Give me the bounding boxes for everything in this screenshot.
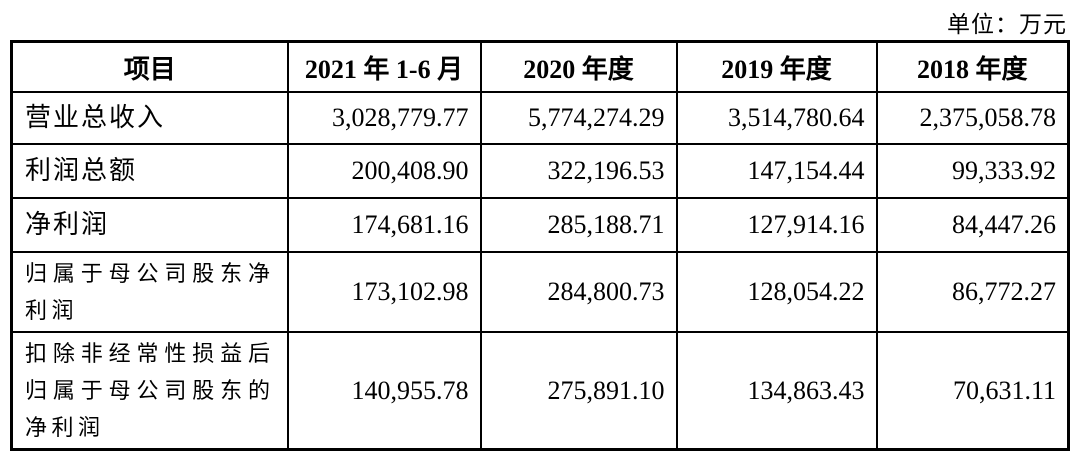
column-header-3: 2019 年度 <box>675 40 878 93</box>
cell-value: 140,955.78 <box>286 331 482 451</box>
table-row: 营业总收入 3,028,779.77 5,774,274.29 3,514,780.6… <box>10 91 1070 145</box>
table-row: 净利润 174,681.16 285,188.71 127,914.16 84,447.… <box>10 197 1070 253</box>
cell-value: 86,772.27 <box>875 251 1070 333</box>
cell-value: 147,154.44 <box>675 143 878 199</box>
cell-value: 285,188.71 <box>479 197 678 253</box>
column-header-1: 2021 年 1-6 月 <box>286 40 482 93</box>
cell-value: 275,891.10 <box>479 331 678 451</box>
table-row: 利润总额 200,408.90 322,196.53 147,154.44 99,333… <box>10 143 1070 199</box>
cell-value: 127,914.16 <box>675 197 878 253</box>
row-label: 归属于母公司股东净利润 <box>10 251 289 333</box>
cell-value: 134,863.43 <box>675 331 878 451</box>
table-body: 营业总收入 3,028,779.77 5,774,274.29 3,514,780.6… <box>10 91 1070 451</box>
row-label: 净利润 <box>10 197 289 253</box>
cell-value: 3,514,780.64 <box>675 91 878 145</box>
row-label: 扣除非经常性损益后归属于母公司股东的净利润 <box>10 331 289 451</box>
cell-value: 99,333.92 <box>875 143 1070 199</box>
cell-value: 84,447.26 <box>875 197 1070 253</box>
unit-label: 单位：万元 <box>947 12 1067 37</box>
financial-summary-table: 项目 2021 年 1-6 月 2020 年度 2019 年度 2018 年度 营业总收… <box>10 40 1070 451</box>
cell-value: 128,054.22 <box>675 251 878 333</box>
header-row: 项目 2021 年 1-6 月 2020 年度 2019 年度 2018 年度 <box>10 40 1070 93</box>
cell-value: 5,774,274.29 <box>479 91 678 145</box>
column-header-4: 2018 年度 <box>875 40 1070 93</box>
table-row: 扣除非经常性损益后归属于母公司股东的净利润 140,955.78 275,891.1… <box>10 331 1070 451</box>
cell-value: 70,631.11 <box>875 331 1070 451</box>
cell-value: 2,375,058.78 <box>875 91 1070 145</box>
row-label: 利润总额 <box>10 143 289 199</box>
column-header-0: 项目 <box>10 40 289 93</box>
cell-value: 200,408.90 <box>286 143 482 199</box>
table-row: 归属于母公司股东净利润 173,102.98 284,800.73 128,054.2… <box>10 251 1070 333</box>
cell-value: 173,102.98 <box>286 251 482 333</box>
row-label: 营业总收入 <box>10 91 289 145</box>
cell-value: 322,196.53 <box>479 143 678 199</box>
cell-value: 174,681.16 <box>286 197 482 253</box>
column-header-2: 2020 年度 <box>479 40 678 93</box>
cell-value: 3,028,779.77 <box>286 91 482 145</box>
cell-value: 284,800.73 <box>479 251 678 333</box>
